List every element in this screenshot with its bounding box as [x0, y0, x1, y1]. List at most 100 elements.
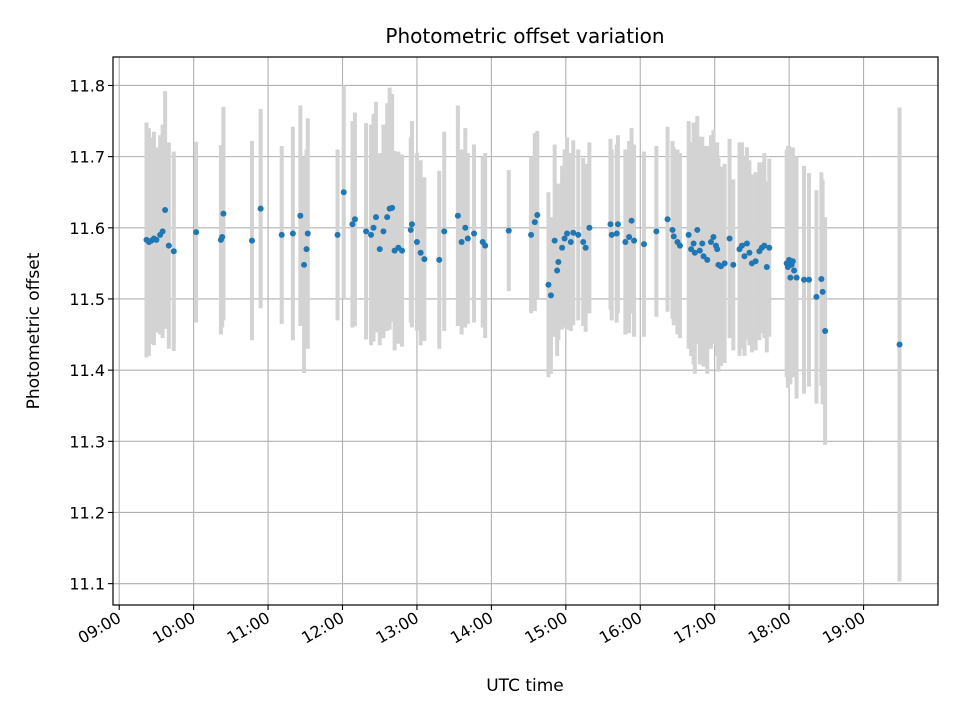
data-point: [471, 230, 478, 237]
y-tick-label: 11.8: [69, 76, 105, 95]
data-point: [690, 240, 697, 247]
data-point: [559, 244, 566, 251]
data-point: [464, 235, 471, 242]
data-point: [545, 281, 552, 288]
plot-frame: [112, 56, 939, 606]
data-point: [896, 341, 903, 348]
data-point: [458, 239, 465, 246]
y-tick-label: 11.4: [69, 361, 105, 380]
data-point: [297, 212, 304, 219]
data-point: [363, 228, 370, 235]
data-point: [640, 241, 647, 248]
y-axis-label: Photometric offset: [24, 252, 44, 409]
data-point: [741, 253, 748, 260]
data-point: [351, 216, 358, 223]
data-point: [551, 237, 558, 244]
data-point: [691, 249, 698, 256]
data-point: [436, 256, 443, 263]
x-axis-label: UTC time: [486, 676, 564, 696]
data-point: [714, 246, 721, 253]
plot-area: [113, 57, 938, 605]
data-point: [159, 228, 166, 235]
data-point: [726, 235, 733, 242]
data-point: [631, 237, 638, 244]
data-point: [334, 231, 341, 238]
data-point: [608, 231, 615, 238]
data-point: [417, 249, 424, 256]
data-point: [696, 247, 703, 254]
data-point: [482, 242, 489, 249]
data-point: [165, 242, 172, 249]
data-point: [586, 224, 593, 231]
data-point: [413, 239, 420, 246]
data-point: [301, 261, 308, 268]
data-point: [162, 207, 169, 214]
y-tick-label: 11.2: [69, 503, 105, 522]
data-point: [819, 288, 826, 295]
data-point: [220, 210, 227, 217]
data-point: [685, 231, 692, 238]
chart-title: Photometric offset variation: [385, 24, 664, 48]
data-point: [575, 231, 582, 238]
data-point: [389, 204, 396, 211]
data-point: [278, 231, 285, 238]
data-point: [384, 214, 391, 221]
data-point: [730, 261, 737, 268]
data-point: [462, 224, 469, 231]
data-point: [528, 231, 535, 238]
data-point: [710, 234, 717, 241]
data-point: [669, 226, 676, 233]
data-point: [170, 248, 177, 255]
data-point: [555, 258, 562, 265]
data-point: [257, 205, 264, 212]
data-point: [219, 234, 226, 241]
data-point: [534, 211, 541, 218]
data-point: [289, 230, 296, 237]
data-point: [822, 328, 829, 334]
data-point: [582, 244, 589, 251]
data-point: [441, 228, 448, 235]
data-point: [761, 242, 768, 249]
data-point: [248, 237, 255, 244]
data-point: [304, 230, 311, 237]
y-tick-label: 11.3: [69, 432, 105, 451]
data-point: [303, 246, 310, 253]
data-point: [746, 249, 753, 256]
data-point: [399, 247, 406, 254]
data-point: [613, 230, 620, 237]
y-tick-label: 11.1: [69, 575, 105, 594]
data-point: [743, 240, 750, 247]
y-tick-label: 11.7: [69, 148, 105, 167]
y-tick-label: 11.5: [69, 290, 105, 309]
data-point: [818, 276, 825, 283]
data-point: [349, 221, 356, 228]
data-point: [789, 258, 796, 265]
data-point: [564, 230, 571, 237]
data-point: [607, 221, 614, 228]
data-point: [707, 239, 714, 246]
data-point: [805, 276, 812, 283]
data-point: [813, 293, 820, 300]
data-point: [653, 228, 660, 235]
data-point: [370, 224, 377, 231]
data-point: [373, 214, 380, 221]
data-point: [763, 263, 770, 270]
data-point: [547, 292, 554, 299]
data-point: [561, 235, 568, 242]
data-points: [143, 189, 903, 348]
y-tick-label: 11.6: [69, 219, 105, 238]
data-point: [700, 253, 707, 260]
data-point: [688, 246, 695, 253]
data-point: [793, 274, 800, 281]
data-point: [626, 234, 633, 241]
data-point: [340, 189, 347, 196]
data-point: [721, 260, 728, 267]
data-point: [752, 258, 759, 265]
data-point: [193, 229, 200, 236]
data-point: [801, 276, 808, 283]
data-point: [664, 216, 671, 223]
data-point: [368, 231, 375, 238]
data-point: [791, 267, 798, 274]
data-point: [628, 217, 635, 224]
